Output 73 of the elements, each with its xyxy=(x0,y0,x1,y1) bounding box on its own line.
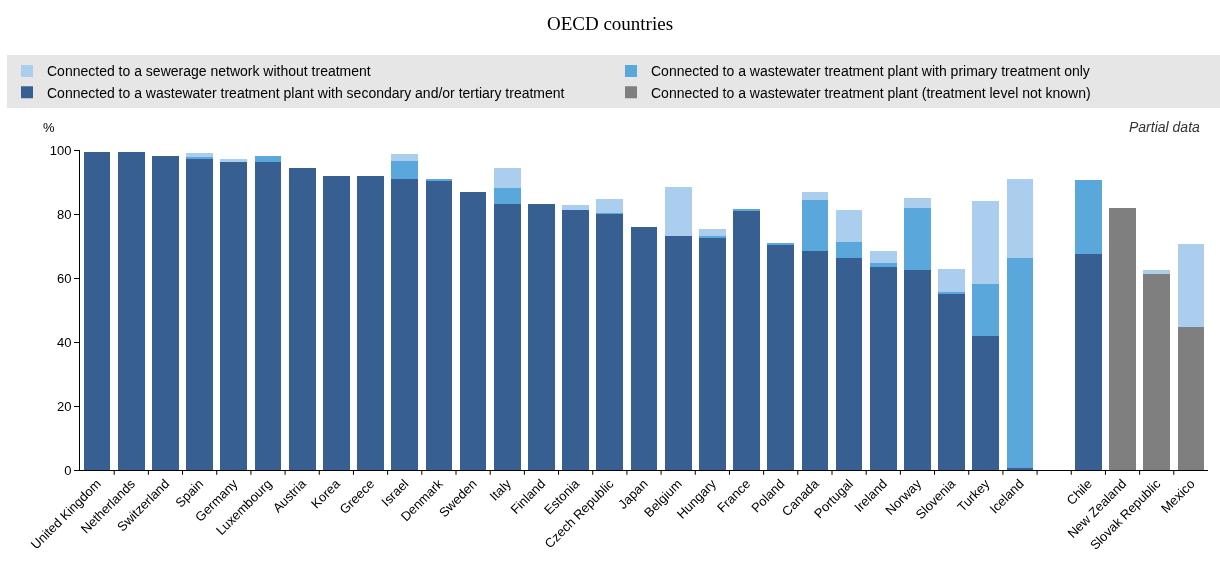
bar xyxy=(186,152,213,158)
bar xyxy=(835,258,863,470)
y-tick-label: 80 xyxy=(56,206,72,222)
bar xyxy=(1006,258,1034,469)
bar xyxy=(972,201,1000,284)
bar xyxy=(391,178,419,470)
legend-label: Connected to a wastewater treatment plant with secondary and/or tertiary treatment xyxy=(47,84,565,101)
bar xyxy=(562,209,589,470)
bar xyxy=(493,167,521,189)
bar xyxy=(117,151,145,470)
bar xyxy=(733,211,760,470)
bar xyxy=(391,153,419,162)
bar xyxy=(699,238,726,470)
bar xyxy=(801,251,829,470)
bar xyxy=(493,204,521,470)
y-tick-label: 0 xyxy=(64,462,72,478)
bar xyxy=(288,167,316,470)
bar xyxy=(801,191,829,201)
bar xyxy=(1075,254,1102,470)
bar xyxy=(220,159,248,162)
bar xyxy=(938,294,965,470)
bar xyxy=(152,156,179,470)
bar xyxy=(664,186,692,237)
bar xyxy=(733,209,760,212)
x-tick-label: Italy xyxy=(486,475,515,504)
bar xyxy=(254,161,282,470)
bar xyxy=(869,262,897,267)
legend-label: Connected to a sewerage network without treatment xyxy=(47,63,371,80)
bar xyxy=(835,242,863,259)
bar xyxy=(869,251,897,263)
bar xyxy=(596,198,624,214)
bar xyxy=(83,151,111,470)
bar xyxy=(904,270,931,470)
bar xyxy=(938,269,965,293)
bar xyxy=(664,236,692,470)
bar xyxy=(220,161,248,470)
bar xyxy=(1075,179,1102,254)
bar xyxy=(425,181,453,470)
bar xyxy=(1143,274,1171,470)
bar xyxy=(699,229,726,237)
chart-title: OECD countries xyxy=(546,13,674,35)
y-axis-title: % xyxy=(43,120,55,135)
y-tick-label: 60 xyxy=(56,270,72,286)
bar xyxy=(869,266,897,470)
bar xyxy=(493,188,521,205)
bar xyxy=(630,226,658,470)
bar xyxy=(1177,327,1205,470)
bar xyxy=(1006,178,1034,259)
bar xyxy=(186,158,213,470)
bar xyxy=(254,156,282,162)
bar xyxy=(391,161,419,179)
bar xyxy=(904,198,931,208)
legend-label: Connected to a wastewater treatment plant (treatment level not known) xyxy=(651,84,1091,101)
legend-label: Connected to a wastewater treatment plant with primary treatment only xyxy=(651,63,1090,80)
bar xyxy=(835,209,863,243)
bar xyxy=(1109,208,1136,470)
bar xyxy=(459,191,487,470)
bar xyxy=(562,205,589,210)
bar xyxy=(801,200,829,252)
y-tick-label: 100 xyxy=(49,142,72,158)
bar xyxy=(323,175,350,470)
bar xyxy=(767,245,795,470)
bar xyxy=(972,335,1000,470)
bar xyxy=(904,207,931,270)
bar xyxy=(528,204,555,470)
bar xyxy=(972,283,1000,336)
text: Partial data xyxy=(1129,119,1201,135)
bar xyxy=(1143,270,1171,275)
y-tick-label: 40 xyxy=(56,334,72,350)
bar xyxy=(1177,244,1205,328)
y-tick-label: 20 xyxy=(56,398,72,414)
bar xyxy=(596,214,624,470)
bar xyxy=(357,175,384,470)
